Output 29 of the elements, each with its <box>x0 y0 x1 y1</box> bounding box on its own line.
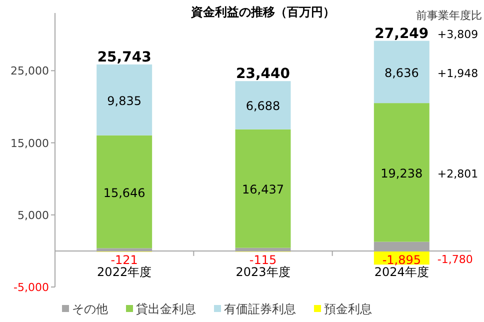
data-label: 6,688 <box>246 99 280 114</box>
annotation: +3,809 <box>437 28 478 41</box>
data-label: 16,437 <box>242 182 284 197</box>
annotation: +1,948 <box>437 66 478 80</box>
legend-label: 預金利息 <box>324 302 372 316</box>
x-tick-label: 2024年度 <box>374 264 429 279</box>
chart-title: 資金利益の推移（百万円） <box>190 5 335 19</box>
data-label: 15,646 <box>103 186 146 200</box>
legend-label: 有価証券利息 <box>224 302 296 316</box>
annotation: 前事業年度比 <box>416 9 482 22</box>
data-label: -121 <box>110 252 138 267</box>
annotation: +2,801 <box>437 167 478 180</box>
data-label: -1,895 <box>382 252 422 267</box>
data-label: -115 <box>249 252 277 267</box>
legend-label: 貸出金利息 <box>136 302 196 316</box>
y-tick-label: 15,000 <box>10 136 49 150</box>
total-label: 23,440 <box>236 66 290 82</box>
data-label: 19,238 <box>380 166 423 180</box>
total-label: 25,743 <box>97 49 152 66</box>
y-tick-label: 25,000 <box>10 64 49 78</box>
y-tick-label: 5,000 <box>18 208 49 222</box>
legend-label: その他 <box>72 302 108 316</box>
total-label: 27,249 <box>374 26 429 42</box>
x-tick-label: 2023年度 <box>236 264 290 279</box>
x-tick-label: 2022年度 <box>97 264 152 279</box>
data-label: 9,835 <box>107 94 142 108</box>
data-label: 8,636 <box>384 66 419 80</box>
annotation: -1,780 <box>437 252 473 266</box>
y-tick-label: -5,000 <box>14 281 49 294</box>
